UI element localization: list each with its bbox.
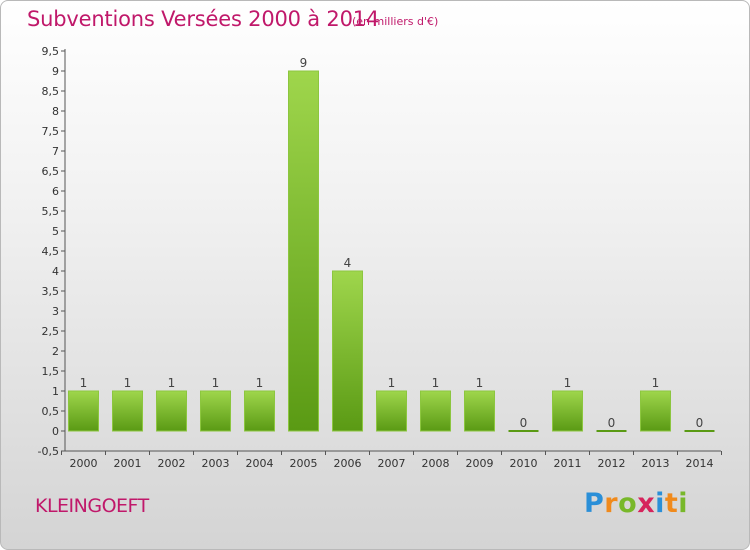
bar-value-label: 0 [608,416,616,430]
y-tick-label: 7,5 [42,125,60,138]
x-tick-label: 2009 [466,457,494,470]
x-tick-label: 2008 [422,457,450,470]
bar-value-label: 1 [432,376,440,390]
logo-letter: r [604,488,619,519]
y-tick-label: 2 [52,345,59,358]
bar-value-label: 0 [696,416,704,430]
bar-value-label: 1 [652,376,660,390]
logo-letter: i [655,488,665,519]
y-tick-label: 5,5 [42,205,60,218]
bar [68,390,99,432]
y-tick-label: 0 [52,425,59,438]
bar-value-label: 1 [168,376,176,390]
y-tick-label: 9,5 [42,45,60,58]
y-tick-label: 8,5 [42,85,60,98]
x-tick-label: 2006 [334,457,362,470]
bar [420,390,451,432]
logo-letter: o [618,488,638,519]
chart-subtitle: (en milliers d'€) [352,15,439,28]
bar-value-label: 1 [388,376,396,390]
x-tick-label: 2010 [510,457,538,470]
x-tick-label: 2002 [158,457,186,470]
x-tick-label: 2012 [598,457,626,470]
y-tick-label: 9 [52,65,59,78]
bar [552,390,583,432]
x-tick-label: 2013 [642,457,670,470]
x-tick-label: 2005 [290,457,318,470]
x-tick-label: 2011 [554,457,582,470]
bar [332,270,363,432]
x-tick-label: 2001 [114,457,142,470]
x-tick-label: 2007 [378,457,406,470]
y-tick-label: -0,5 [38,445,59,458]
bar [112,390,143,432]
y-tick-label: 0,5 [42,405,60,418]
bar [288,70,319,432]
x-tick-label: 2003 [202,457,230,470]
bar-value-label: 4 [344,256,352,270]
y-tick-label: 3,5 [42,285,60,298]
bar-value-label: 1 [124,376,132,390]
bar-value-label: 1 [212,376,220,390]
bar-value-label: 1 [564,376,572,390]
y-tick-label: 4 [52,265,59,278]
bar [684,430,715,432]
logo-letter: P [584,488,605,519]
bar [640,390,671,432]
y-tick-label: 2,5 [42,325,60,338]
bar-value-label: 1 [476,376,484,390]
bar [508,430,539,432]
x-tick-label: 2000 [70,457,98,470]
y-tick-label: 4,5 [42,245,60,258]
bar-value-label: 1 [80,376,88,390]
bar [376,390,407,432]
bar-value-label: 9 [300,56,308,70]
bar [244,390,275,432]
proxiti-logo: Proxiti [584,488,688,519]
x-tick-label: 2004 [246,457,274,470]
chart-title: Subventions Versées 2000 à 2014 [27,7,380,31]
logo-letter: t [664,488,679,519]
y-tick-label: 3 [52,305,59,318]
bar [464,390,495,432]
bar-value-label: 0 [520,416,528,430]
logo-letter: i [678,488,689,519]
y-tick-label: 8 [52,105,59,118]
y-tick-label: 5 [52,225,59,238]
bar [200,390,231,432]
y-tick-label: 1,5 [42,365,60,378]
bar [156,390,187,432]
y-tick-label: 6 [52,185,59,198]
y-tick-label: 6,5 [42,165,60,178]
bar [596,430,627,432]
commune-name: KLEINGOEFT [35,495,149,517]
logo-letter: x [637,488,656,519]
y-tick-label: 1 [52,385,59,398]
x-tick-label: 2014 [686,457,714,470]
y-tick-label: 7 [52,145,59,158]
bar-value-label: 1 [256,376,264,390]
